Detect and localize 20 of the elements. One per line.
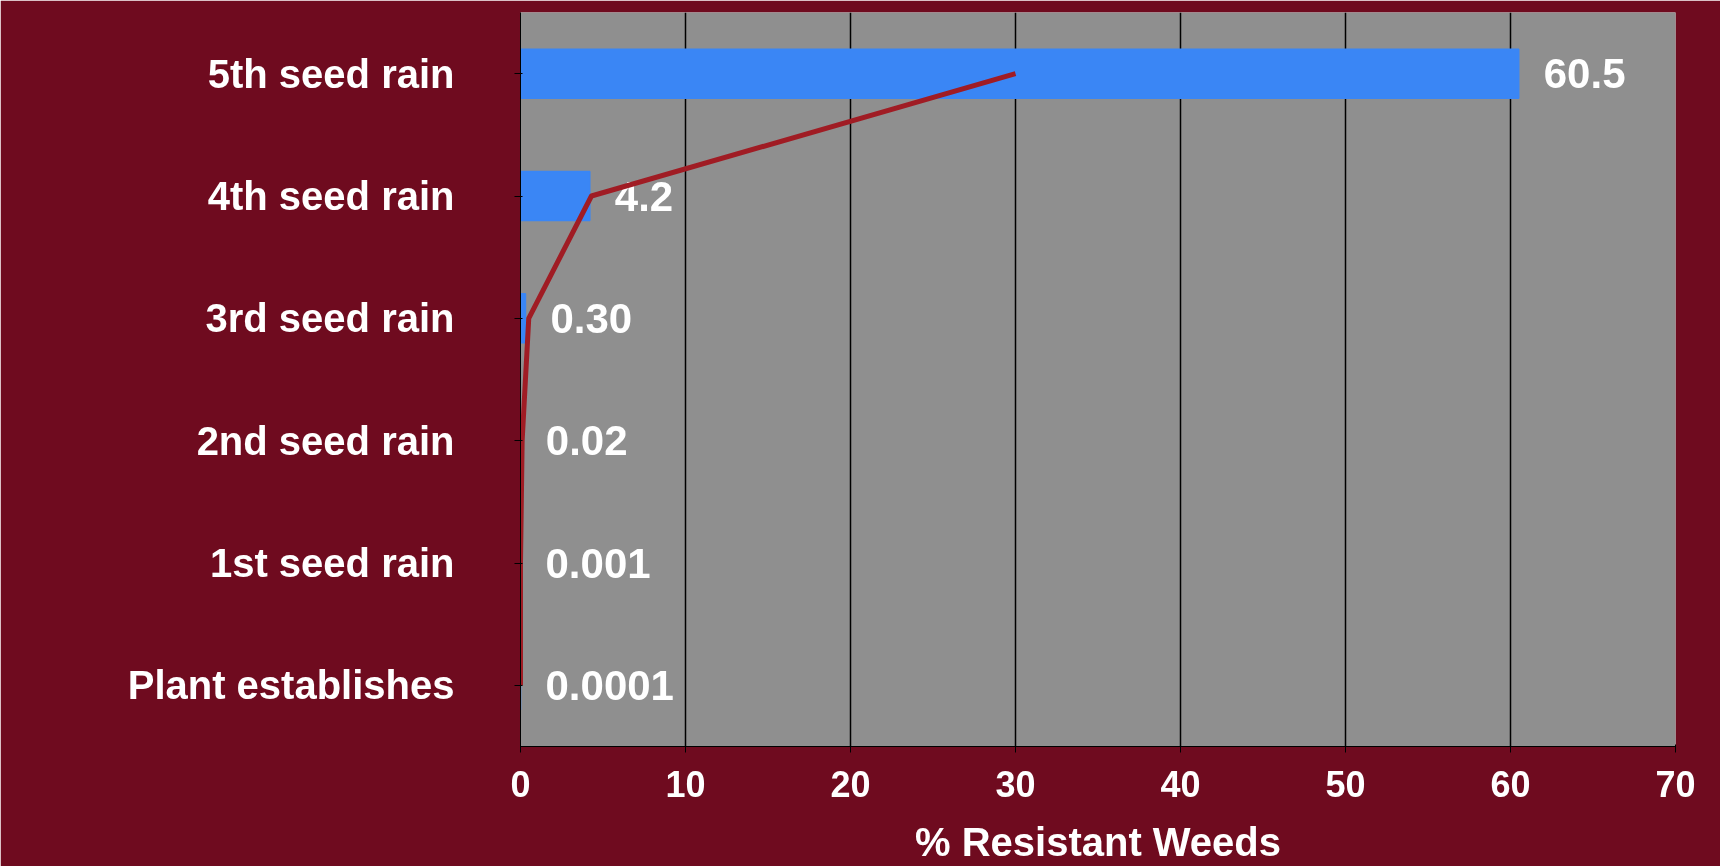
x-tick-label: 50 — [1325, 763, 1366, 805]
data-label: 0.0001 — [545, 661, 674, 709]
x-tick-label: 70 — [1655, 763, 1696, 805]
y-tick-label: 3rd seed rain — [205, 296, 455, 341]
y-tick-label: Plant establishes — [127, 663, 455, 708]
x-tick-label: 30 — [995, 763, 1036, 805]
y-tick-label: 4th seed rain — [207, 174, 455, 218]
x-tick-label: 10 — [665, 763, 706, 805]
data-label: 0.30 — [550, 294, 633, 342]
data-label: 60.5 — [1543, 50, 1626, 98]
data-label: 0.02 — [545, 417, 628, 465]
y-tick-label: 1st seed rain — [209, 541, 455, 585]
x-tick-label: 0 — [510, 763, 531, 805]
x-tick-label: 20 — [830, 763, 871, 805]
x-tick-label: 60 — [1490, 763, 1531, 805]
x-tick-label: 40 — [1160, 763, 1201, 805]
data-label: 0.001 — [545, 539, 651, 587]
y-tick-label: 5th seed rain — [207, 51, 455, 96]
x-axis-title: % Resistant Weeds — [914, 819, 1282, 864]
y-tick-label: 2nd seed rain — [196, 418, 455, 463]
